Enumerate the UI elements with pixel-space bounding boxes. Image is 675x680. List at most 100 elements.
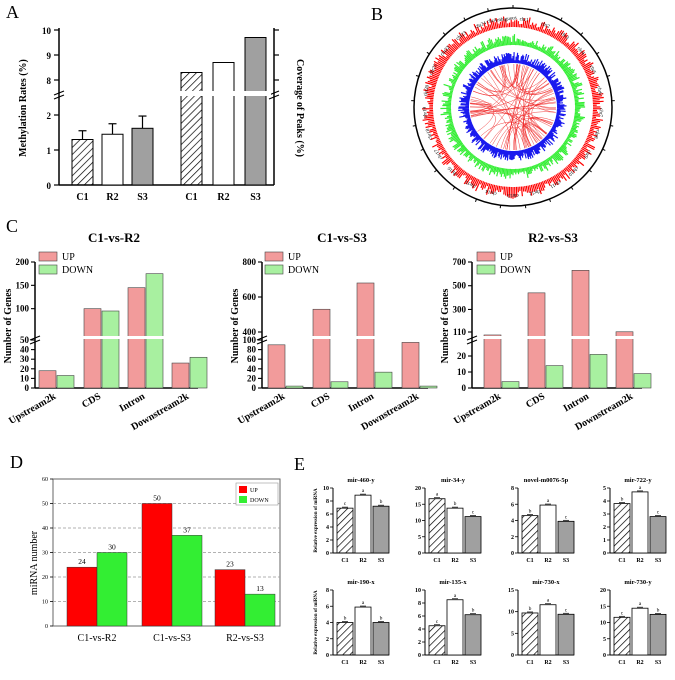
xlabel-e: C1 — [526, 558, 533, 564]
bar-a-left-R2 — [101, 133, 124, 186]
bar-break-c3 — [615, 336, 634, 339]
panel-label-e: E — [294, 454, 305, 474]
xlabel-e: R2 — [451, 558, 458, 564]
bar-c1-DOWN-Intron — [145, 273, 164, 389]
data-label-d: 37 — [183, 525, 191, 534]
tick-label-e: 2 — [511, 535, 514, 541]
tick-label-e: 5 — [418, 535, 421, 541]
tick-label-e: 0 — [418, 653, 421, 659]
circos-divider — [596, 51, 600, 55]
legend-swatch-c3-DOWN — [476, 264, 496, 275]
tick-label-d: 10 — [42, 600, 48, 606]
circos-chromosome-label: chrAmbiguous — [487, 16, 517, 25]
tick-label-c2: 100 — [243, 335, 257, 345]
tick-label-e: 4 — [511, 519, 514, 525]
circos-divider — [570, 186, 574, 190]
xlabel-c2: Upstream2k — [236, 391, 287, 427]
bar-c1-UP-CDS — [83, 308, 102, 389]
tick-label-e: 2 — [603, 525, 606, 531]
circos-divider — [452, 186, 456, 190]
tick-label-e: 0 — [603, 551, 606, 557]
tick-label-d: 60 — [42, 477, 48, 483]
circos-divider — [415, 75, 419, 77]
bar-c3-UP-CDS — [527, 292, 546, 389]
tick-label-c2: 0 — [252, 383, 257, 393]
circos-chromosome-label: chr4 — [576, 46, 586, 56]
significance-letter-e: b — [344, 616, 347, 622]
circos-chromosome-label: chr21 — [429, 63, 439, 76]
bar-e-mir-460-y-C1 — [336, 507, 354, 554]
circos-divider — [412, 125, 416, 127]
ylabel-c2: Number of Genes — [230, 288, 241, 363]
legend-label-c1: DOWN — [62, 265, 93, 276]
bar-c3-UP-Upstream2k — [483, 334, 502, 389]
bar-break-c1 — [83, 336, 102, 339]
tick-label-a-left: 0 — [47, 181, 52, 191]
bar-e-mir-730-y-C1 — [613, 616, 631, 656]
tick-label-e: 0 — [511, 653, 514, 659]
legend-swatch-d-UP — [239, 486, 247, 493]
tick-label-e: 8 — [326, 499, 329, 505]
bar-c3-UP-Downstream2k — [615, 331, 634, 389]
bar-c1-DOWN-CDS — [101, 310, 120, 389]
tick-label-c3: 300 — [453, 304, 467, 314]
significance-letter-e: a — [362, 600, 365, 606]
xlabel-e: R2 — [636, 558, 643, 564]
tick-label-e: 20 — [600, 588, 606, 594]
tick-label-c3: 110 — [453, 327, 467, 337]
bar-c2-DOWN-Intron — [374, 371, 393, 389]
circos-divider — [420, 148, 424, 151]
circos-divider — [474, 198, 478, 203]
legend-swatch-c3-UP — [476, 251, 496, 262]
bar-e-mir-722-y-C1 — [613, 503, 631, 554]
ylabel-e: Relative expression of miRNA — [314, 590, 319, 655]
tick-label-c3: 0 — [462, 383, 467, 393]
tick-label-e: 10 — [323, 486, 329, 492]
tick-label-e: 10 — [415, 588, 421, 594]
bar-c2-DOWN-Upstream2k — [285, 385, 304, 389]
circos-chromosome-label: chr10 — [567, 165, 579, 177]
xlabel-c1: Intron — [118, 391, 148, 415]
tick-label-d: 50 — [42, 502, 48, 508]
axis-break-a-left-b — [53, 94, 65, 100]
circos-chromosome-label: chr8 — [592, 129, 600, 139]
bar-a-left-C1 — [71, 139, 94, 186]
legend-label-c3: DOWN — [500, 265, 531, 276]
xlabel-d: C1-vs-R2 — [78, 633, 117, 644]
legend-label-d: UP — [250, 488, 258, 494]
legend-swatch-c2-DOWN — [264, 264, 284, 275]
legend-swatch-c1-UP — [38, 251, 58, 262]
bar-d-UP-R2-vs-S3 — [214, 569, 246, 627]
xlabel-a-right: R2 — [217, 192, 229, 203]
circos-chromosome-label: chr3 — [559, 32, 570, 42]
bar-e-mir-730-x-S3 — [557, 613, 575, 656]
xlabel-e: R2 — [451, 660, 458, 666]
tick-label-c2: 40 — [247, 364, 257, 374]
xlabel-e: S3 — [563, 558, 569, 564]
circos-chromosome-label: chr22 — [440, 45, 451, 57]
tick-label-a-upper: 9 — [47, 51, 52, 61]
bar-c3-DOWN-Downstream2k — [633, 373, 652, 389]
tick-label-a-left: 2 — [47, 111, 52, 121]
tick-label-c1: 30 — [20, 354, 30, 364]
circos-divider — [610, 125, 614, 127]
bar-c1-UP-Downstream2k — [171, 362, 190, 389]
subplot-title-e: mir-460-y — [347, 477, 375, 484]
circos-chromosome-label: chr14 — [485, 188, 498, 196]
tick-label-e: 0 — [603, 653, 606, 659]
data-label-d: 13 — [256, 584, 264, 593]
circos-chromosome-label: chr17 — [434, 147, 445, 160]
tick-label-c2: 60 — [247, 354, 257, 364]
bar-c2-UP-Upstream2k — [267, 344, 286, 389]
bar-e-novel-m0076-5p-R2 — [539, 504, 557, 554]
xlabel-e: S3 — [563, 660, 569, 666]
circos-chromosome-label: chr12 — [528, 188, 541, 196]
bar-a-right-S3 — [244, 37, 267, 186]
significance-letter-e: a — [436, 492, 439, 498]
circos-divider — [588, 169, 592, 173]
tick-label-d: 20 — [42, 575, 48, 581]
xlabel-a-left: C1 — [76, 192, 88, 203]
tick-label-e: 0 — [326, 653, 329, 659]
tick-label-e: 5 — [603, 637, 606, 643]
panel-label-c: C — [6, 216, 18, 236]
